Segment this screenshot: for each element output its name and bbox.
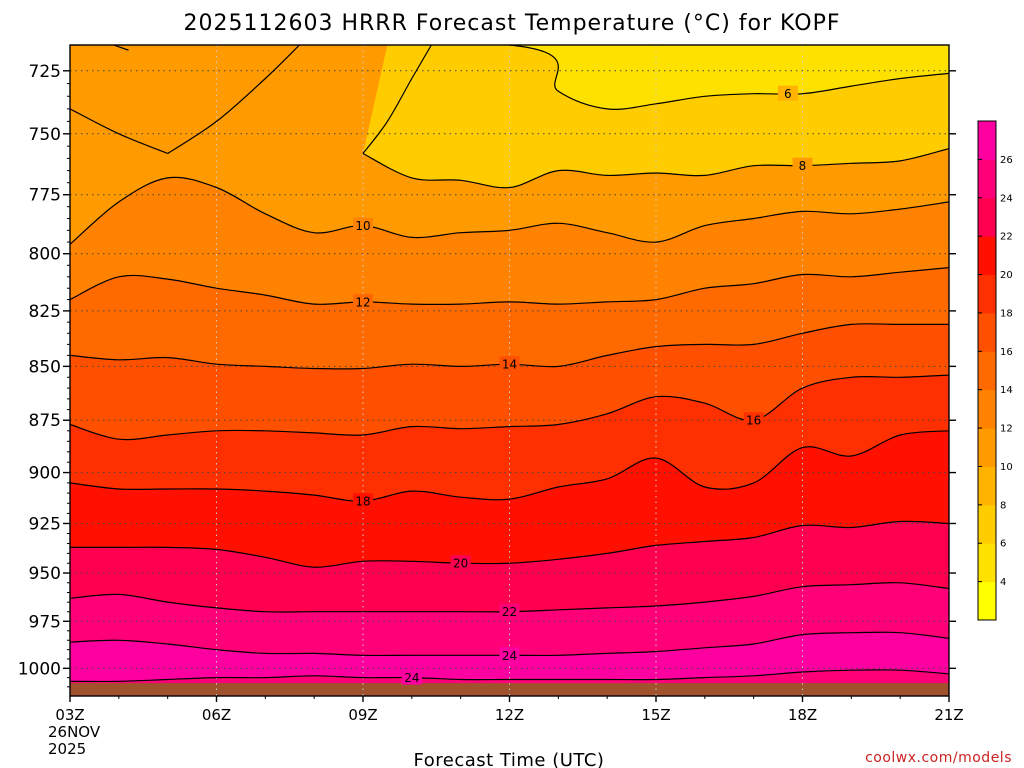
colorbar-tick-label: 18 <box>1000 308 1013 319</box>
contour-lines: 6 8 10 12 14 16 18 20 22 24 24 <box>70 45 949 685</box>
band-4-6 <box>70 45 949 110</box>
x-tick-label: 21Z <box>934 706 963 724</box>
axes: 725 750 775 800 825 850 875 900 925 950 975 1000 03Z… <box>18 44 964 758</box>
chart-title: 2025112603 HRRR Forecast Temperature (°C… <box>183 11 840 36</box>
colorbar-segment <box>978 581 996 621</box>
y-tick-label: 800 <box>29 245 61 265</box>
contour-label-bg <box>743 412 764 428</box>
x-axis-label: Forecast Time (UTC) <box>414 750 605 768</box>
contour-label: 12 <box>355 295 370 309</box>
colorbar-frame <box>977 120 997 621</box>
colorbar-tick-label: 4 <box>1000 577 1006 588</box>
contour-label-bg <box>353 293 373 309</box>
colorbar-segment <box>978 274 996 314</box>
colorbar-segment <box>978 351 996 391</box>
colorbar-segment <box>978 197 996 237</box>
colorbar-segment <box>978 428 996 467</box>
colorbar-segment <box>978 389 996 429</box>
y-tick-label: 775 <box>29 186 61 206</box>
contour-line-10-11 <box>70 108 168 155</box>
y-tick-label: 1000 <box>18 659 61 679</box>
y-tick-label: 900 <box>29 464 61 484</box>
colorbar-tick-label: 14 <box>1000 385 1013 396</box>
contour-label-bg <box>499 647 520 663</box>
colorbar-segment <box>978 504 996 544</box>
gridlines <box>70 45 949 696</box>
y-tick-label: 750 <box>29 125 61 145</box>
colorbar-tick-label: 6 <box>1000 539 1006 550</box>
y-tick-label: 825 <box>29 302 61 322</box>
contour-label-bg <box>499 356 520 372</box>
colorbar: 4 6 8 10 12 14 16 18 20 22 24 26 <box>977 120 1013 621</box>
colorbar-tick-label: 24 <box>1000 193 1013 204</box>
contour-label: 16 <box>746 414 761 428</box>
contour-line-8-1 <box>362 148 949 189</box>
y-tick-label: 850 <box>29 357 61 377</box>
y-tick-label: 975 <box>29 612 61 632</box>
colorbar-tick-label: 10 <box>1000 462 1013 473</box>
x-date-label: 2025 <box>48 740 86 758</box>
contour-line-20-7 <box>70 520 949 568</box>
contour-label-bg <box>401 669 422 685</box>
y-tick-label: 875 <box>29 411 61 431</box>
contour-line-12-3 <box>70 267 949 305</box>
contour-label: 14 <box>502 358 517 372</box>
colorbar-tick-label: 26 <box>1000 155 1013 166</box>
colorbar-tick-label: 8 <box>1000 500 1006 511</box>
contour-line-10-12 <box>167 45 300 155</box>
contour-label-bg <box>353 217 373 233</box>
y-tick-label: 925 <box>29 514 61 534</box>
contour-line-24-10 <box>70 669 949 683</box>
contour-label: 24 <box>502 649 517 663</box>
y-tick-label: 725 <box>29 62 61 82</box>
colorbar-segment <box>978 543 996 583</box>
contour-label-bg <box>450 555 471 571</box>
colorbar-segment <box>978 466 996 506</box>
x-tick-label: 06Z <box>202 706 231 724</box>
colorbar-tick-label: 16 <box>1000 347 1013 358</box>
colorbar-segment <box>978 159 996 199</box>
colorbar-tick-label: 22 <box>1000 232 1013 243</box>
x-tick-label: 03Z <box>55 706 84 724</box>
contour-label: 20 <box>453 557 468 571</box>
credit-text[interactable]: coolwx.com/models <box>865 750 1012 766</box>
x-date-label: 26NOV <box>48 723 101 741</box>
contour-label: 22 <box>502 605 517 619</box>
plot-area <box>70 45 949 696</box>
y-tick-label: 950 <box>29 564 61 584</box>
contour-label-bg <box>777 85 798 101</box>
contour-line-10-2 <box>70 176 949 245</box>
contour-line-16-5 <box>70 374 949 441</box>
colorbar-tick-label: 12 <box>1000 424 1013 435</box>
contour-label: 8 <box>799 159 807 173</box>
x-tick-label: 15Z <box>641 706 670 724</box>
contour-line-18-6 <box>70 430 949 502</box>
contour-line-8-13 <box>362 45 432 154</box>
contour-label: 24 <box>404 671 419 685</box>
contour-label-bg <box>792 157 813 173</box>
colorbar-segment <box>978 236 996 276</box>
colorbar-tick-label: 20 <box>1000 270 1013 281</box>
colorbar-segment <box>978 312 996 352</box>
contour-label: 18 <box>355 495 370 509</box>
contour-line-6-0 <box>70 45 949 110</box>
contour-label-bg <box>499 603 520 619</box>
contour-label-bg <box>353 493 373 509</box>
x-tick-label: 12Z <box>495 706 524 724</box>
x-tick-label: 09Z <box>348 706 377 724</box>
contour-label: 6 <box>784 87 792 101</box>
contour-label: 10 <box>355 219 370 233</box>
colorbar-segment <box>978 121 996 160</box>
x-tick-label: 18Z <box>788 706 817 724</box>
